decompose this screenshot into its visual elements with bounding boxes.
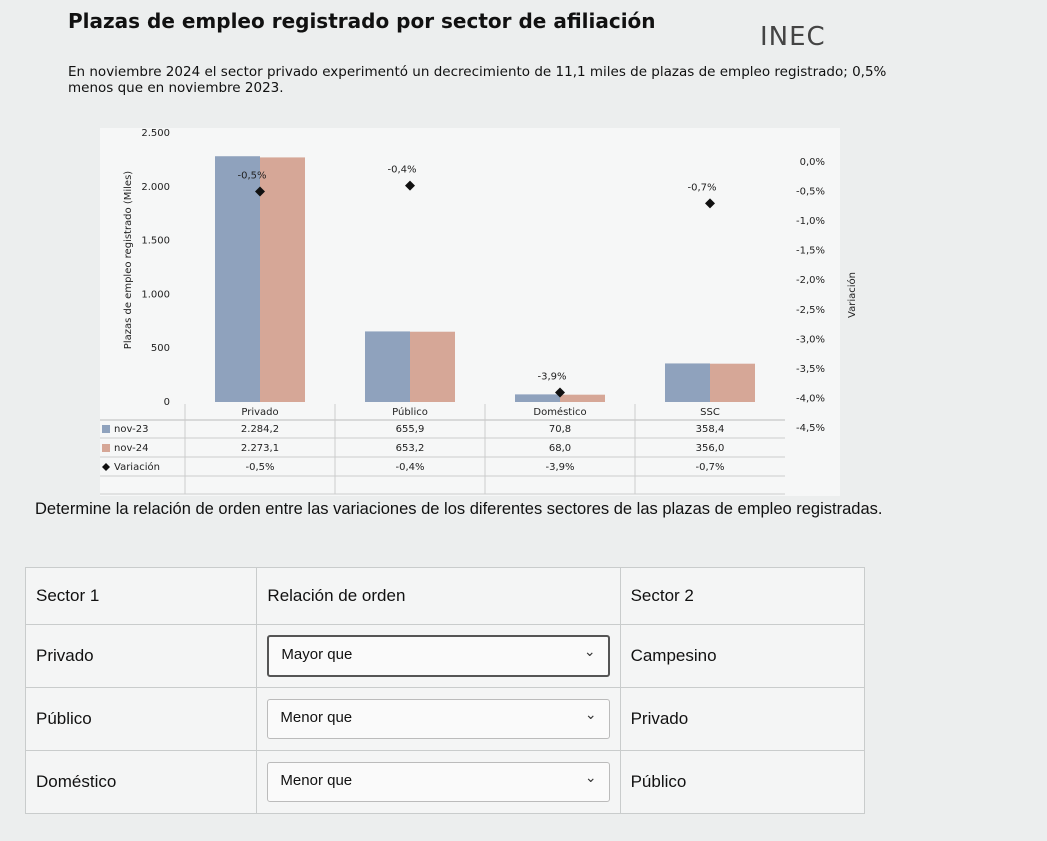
legend-swatch: [102, 425, 110, 433]
y-tick-label: 1.000: [141, 289, 170, 300]
y2-tick-label: -3,5%: [796, 364, 825, 375]
bar: [215, 156, 260, 402]
legend-swatch: [102, 444, 110, 452]
logo: INEC: [760, 22, 826, 52]
y2-tick-label: 0,0%: [800, 157, 825, 168]
variation-marker: [705, 198, 715, 209]
cell: Campesino: [619, 624, 866, 688]
legend-label: nov-24: [114, 443, 148, 454]
y-tick-label: 2.500: [141, 128, 170, 139]
chart: Plazas de empleo registrado (Miles) Vari…: [100, 128, 858, 496]
cell: Privado: [24, 624, 258, 688]
answer-table: Sector 1 Relación de orden Sector 2 Priv…: [24, 567, 866, 814]
y2-tick-label: -1,5%: [796, 246, 825, 257]
cell: Privado: [619, 687, 866, 751]
y2-tick-label: -2,0%: [796, 275, 825, 286]
variation-label: -0,7%: [687, 182, 716, 193]
y-tick-label: 1.500: [141, 236, 170, 247]
dropdown[interactable]: Mayor que: [267, 633, 610, 677]
table-value: -3,9%: [545, 462, 574, 473]
question: Determine la relación de orden entre las…: [35, 500, 883, 518]
variation-marker: [405, 180, 415, 191]
table-value: -0,4%: [395, 462, 424, 473]
title: Plazas de empleo registrado por sector d…: [68, 9, 656, 33]
category-label: Público: [392, 406, 428, 418]
table-value: 68,0: [549, 443, 571, 454]
table-value: 2.273,1: [241, 443, 279, 454]
variation-label: -0,5%: [237, 171, 266, 182]
y2-axis-label: Variación: [846, 272, 858, 318]
y-tick-label: 0: [164, 397, 170, 408]
category-label: Doméstico: [533, 406, 586, 418]
bar: [560, 394, 605, 402]
y2-tick-label: -2,5%: [796, 305, 825, 316]
variation-label: -3,9%: [537, 372, 566, 383]
table-value: -0,7%: [695, 462, 724, 473]
chart-background: [100, 128, 840, 496]
y2-tick-label: -4,0%: [796, 393, 825, 404]
table-value: 358,4: [696, 424, 725, 435]
cell: Mayor que: [256, 624, 621, 688]
cell: Menor que: [256, 750, 621, 814]
y-axis-label: Plazas de empleo registrado (Miles): [123, 171, 134, 349]
subtitle: En noviembre 2024 el sector privado expe…: [68, 64, 887, 96]
cell: Público: [24, 687, 258, 751]
table-value: 70,8: [549, 424, 571, 435]
category-label: SSC: [700, 407, 720, 418]
table-value: 653,2: [396, 443, 425, 454]
legend-label: Variación: [114, 461, 160, 473]
bar: [260, 157, 305, 402]
cell: Público: [619, 750, 866, 814]
y-tick-label: 500: [151, 343, 170, 354]
variation-marker: [555, 387, 565, 398]
y2-tick-label: -4,5%: [796, 423, 825, 434]
header-cell: Sector 1: [24, 567, 258, 625]
variation-marker: [255, 186, 265, 197]
y-tick-label: 2.000: [141, 182, 170, 193]
variation-label: -0,4%: [387, 165, 416, 176]
bar: [365, 331, 410, 402]
cell: Menor que: [256, 687, 621, 751]
cell: Doméstico: [24, 750, 258, 814]
dropdown[interactable]: Menor que: [267, 759, 610, 802]
header-cell: Sector 2: [619, 567, 866, 625]
table-value: 2.284,2: [241, 424, 279, 435]
table-value: 655,9: [396, 424, 425, 435]
bar: [515, 394, 560, 402]
bar: [710, 363, 755, 402]
bar: [410, 331, 455, 402]
y2-tick-label: -0,5%: [796, 187, 825, 198]
y2-tick-label: -1,0%: [796, 216, 825, 227]
table-value: -0,5%: [245, 462, 274, 473]
header-cell: Relación de orden: [256, 567, 621, 625]
y2-tick-label: -3,0%: [796, 334, 825, 345]
legend-label: nov-23: [114, 424, 148, 435]
legend-marker: [102, 463, 110, 471]
category-label: Privado: [241, 407, 278, 418]
bar: [665, 363, 710, 402]
dropdown[interactable]: Menor que: [267, 696, 610, 739]
table-value: 356,0: [696, 443, 725, 454]
